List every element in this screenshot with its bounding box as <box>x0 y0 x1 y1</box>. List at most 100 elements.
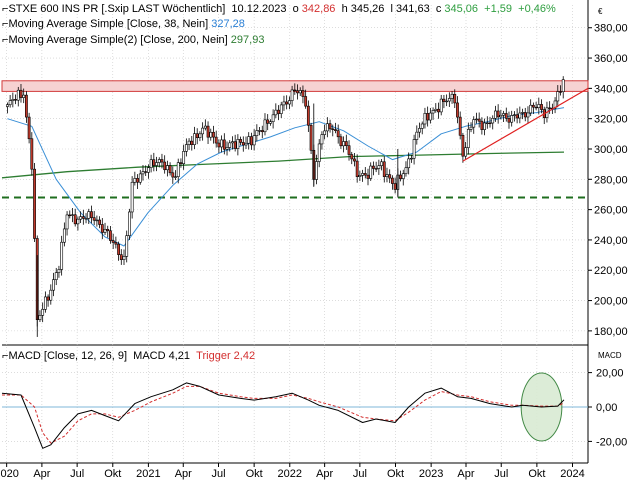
candle <box>209 128 213 141</box>
candle-body <box>296 90 299 94</box>
candle <box>342 136 346 153</box>
ma2-value: 297,93 <box>230 34 265 46</box>
candle-body <box>306 105 310 126</box>
candle <box>190 135 194 151</box>
candle <box>518 106 522 124</box>
time-tick-label: Jul <box>70 468 84 480</box>
candle-body <box>507 118 511 123</box>
candle <box>79 211 83 224</box>
candle-body <box>109 230 112 241</box>
ma1-value: 327,28 <box>211 18 245 30</box>
candle-body <box>157 159 161 163</box>
candle-body <box>477 118 481 122</box>
candle <box>323 124 327 140</box>
candle <box>542 106 546 125</box>
candle <box>65 211 69 236</box>
candle-body <box>106 228 110 232</box>
currency-label: € <box>598 7 603 16</box>
candle-body <box>374 168 378 170</box>
price-tick-label: 380,00 <box>594 23 628 35</box>
candle-body <box>320 134 324 145</box>
candle-body <box>534 106 538 109</box>
header-row: ⌐STXE 600 INS PR [.Sxip LAST Wöchentlich… <box>2 3 556 15</box>
macd-tick-label: 0,00 <box>596 402 617 414</box>
candle-body <box>195 133 199 139</box>
candle <box>260 125 264 139</box>
candle <box>428 108 432 124</box>
candle <box>128 208 131 241</box>
candle <box>426 106 430 127</box>
candle <box>496 104 500 124</box>
candle-body <box>203 125 207 129</box>
candle <box>22 88 26 104</box>
candle <box>90 205 93 224</box>
candle <box>325 117 329 138</box>
time-tick-label: Apr <box>175 468 192 480</box>
candle-body <box>79 216 83 220</box>
candle <box>165 160 169 177</box>
candle-body <box>144 171 148 173</box>
candle <box>144 165 148 177</box>
candle-body <box>393 183 397 190</box>
candle-body <box>336 130 340 138</box>
candle <box>385 167 389 183</box>
candle-body <box>293 89 297 92</box>
candle-body <box>461 134 465 157</box>
candle-body <box>155 162 158 166</box>
candle-body <box>344 141 348 147</box>
candle <box>239 136 242 146</box>
candle-body <box>529 104 533 114</box>
candle <box>401 169 405 186</box>
candle-body <box>404 167 408 174</box>
candle-body <box>309 124 313 151</box>
candle <box>445 94 449 107</box>
candle-body <box>323 130 327 135</box>
candle <box>54 267 58 286</box>
candle <box>475 112 478 124</box>
candle <box>361 169 364 182</box>
time-tick-label: Okt <box>104 468 121 480</box>
candle-body <box>49 289 53 301</box>
candle <box>30 132 34 176</box>
candle <box>442 95 446 109</box>
ma1-line <box>7 107 565 247</box>
candle <box>355 154 359 183</box>
candle <box>372 161 375 176</box>
candle-body <box>301 90 305 97</box>
candle <box>407 152 411 175</box>
time-tick-label: 2022 <box>278 468 302 480</box>
candle <box>160 153 164 169</box>
candle-body <box>526 112 530 118</box>
legend-ma1: ⌐Moving Average Simple [Close, 38, Nein]… <box>2 18 245 30</box>
candle <box>412 134 416 165</box>
trendline <box>462 87 589 162</box>
candle <box>515 108 519 124</box>
candle-body <box>168 165 172 174</box>
candle <box>434 103 438 113</box>
candle-body <box>266 119 270 124</box>
candle-body <box>133 178 137 183</box>
candle <box>526 106 530 124</box>
legend-macd: ⌐MACD [Close, 12, 26, 9] MACD 4,21 Trigg… <box>2 350 255 362</box>
candle <box>87 208 91 225</box>
candle <box>529 99 533 117</box>
candle-body <box>480 120 484 130</box>
candle-body <box>399 174 402 179</box>
candle <box>548 101 552 114</box>
low-value: 341,63 <box>396 3 430 15</box>
candle <box>8 94 12 108</box>
candle <box>304 89 308 109</box>
candle <box>157 157 161 168</box>
candle-body <box>128 211 131 236</box>
candle <box>301 85 305 104</box>
price-tick-label: 220,00 <box>594 265 628 277</box>
date-value: 10.12.2023 <box>231 3 287 15</box>
candle-body <box>260 130 264 133</box>
candle-body <box>252 135 256 146</box>
candle-body <box>33 168 36 239</box>
candle <box>231 136 234 150</box>
candle-body <box>250 136 253 146</box>
candle-body <box>363 173 367 176</box>
trigger-line <box>2 385 565 444</box>
time-tick-label: Jul <box>494 468 508 480</box>
